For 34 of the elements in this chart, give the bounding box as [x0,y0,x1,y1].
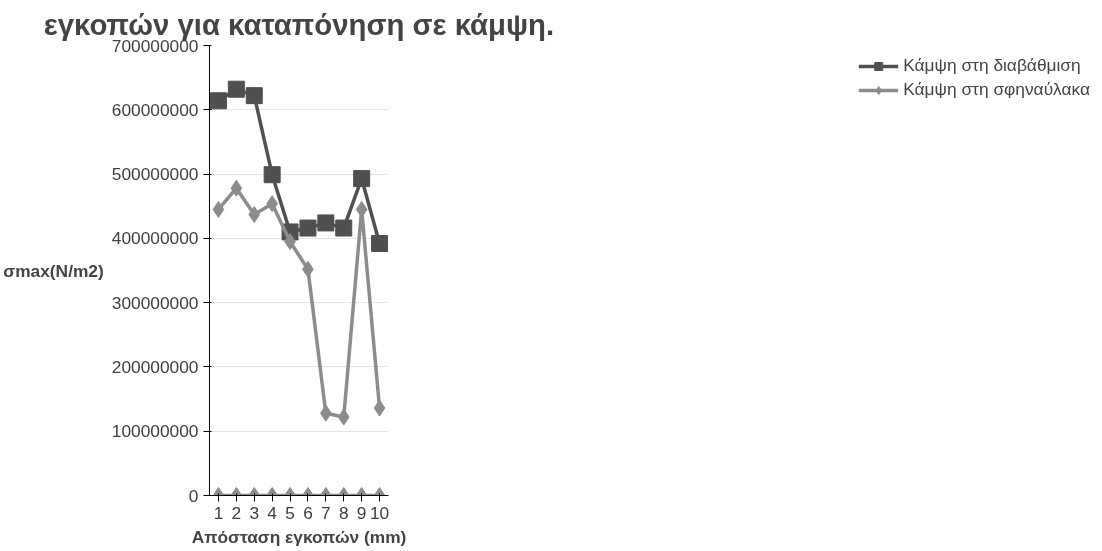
y-tick-label: 400000000 [111,228,199,249]
point [355,200,368,218]
legend-label: Κάμψη στη διαβάθμιση [903,55,1081,76]
point [371,235,389,252]
point [263,166,281,184]
y-tick-label: 500000000 [111,164,199,185]
x-tick-label: 9 [356,502,367,523]
y-axis-title: σmax(N/m2) [3,260,104,281]
y-tick-label: 200000000 [111,356,199,377]
x-tick-label: 1 [213,502,224,523]
point [230,179,243,197]
y-tick-label: 300000000 [111,292,199,313]
x-axis-title: Απόσταση εγκοπών (mm) [191,526,407,547]
x-tick-label: 8 [338,502,349,523]
point [248,206,261,224]
y-tick-label: 600000000 [111,99,199,120]
point [245,87,263,105]
x-tick-label: 5 [285,502,295,523]
x-tick-label: 4 [267,502,278,523]
point [299,219,317,237]
point [209,92,227,110]
y-tick-label: 0 [188,485,199,506]
point [212,200,225,218]
x-tick-label: 10 [369,502,390,523]
point [227,80,245,98]
x-tick-label: 3 [249,502,260,523]
legend-label: Κάμψη στη σφηναύλακα [903,79,1090,100]
point [317,214,335,232]
x-tick-label: 7 [321,502,331,523]
point [335,219,353,237]
x-tick-label: 2 [231,502,242,523]
point [353,170,371,188]
x-tick-label: 6 [303,502,313,523]
y-tick-label: 100000000 [111,421,199,442]
